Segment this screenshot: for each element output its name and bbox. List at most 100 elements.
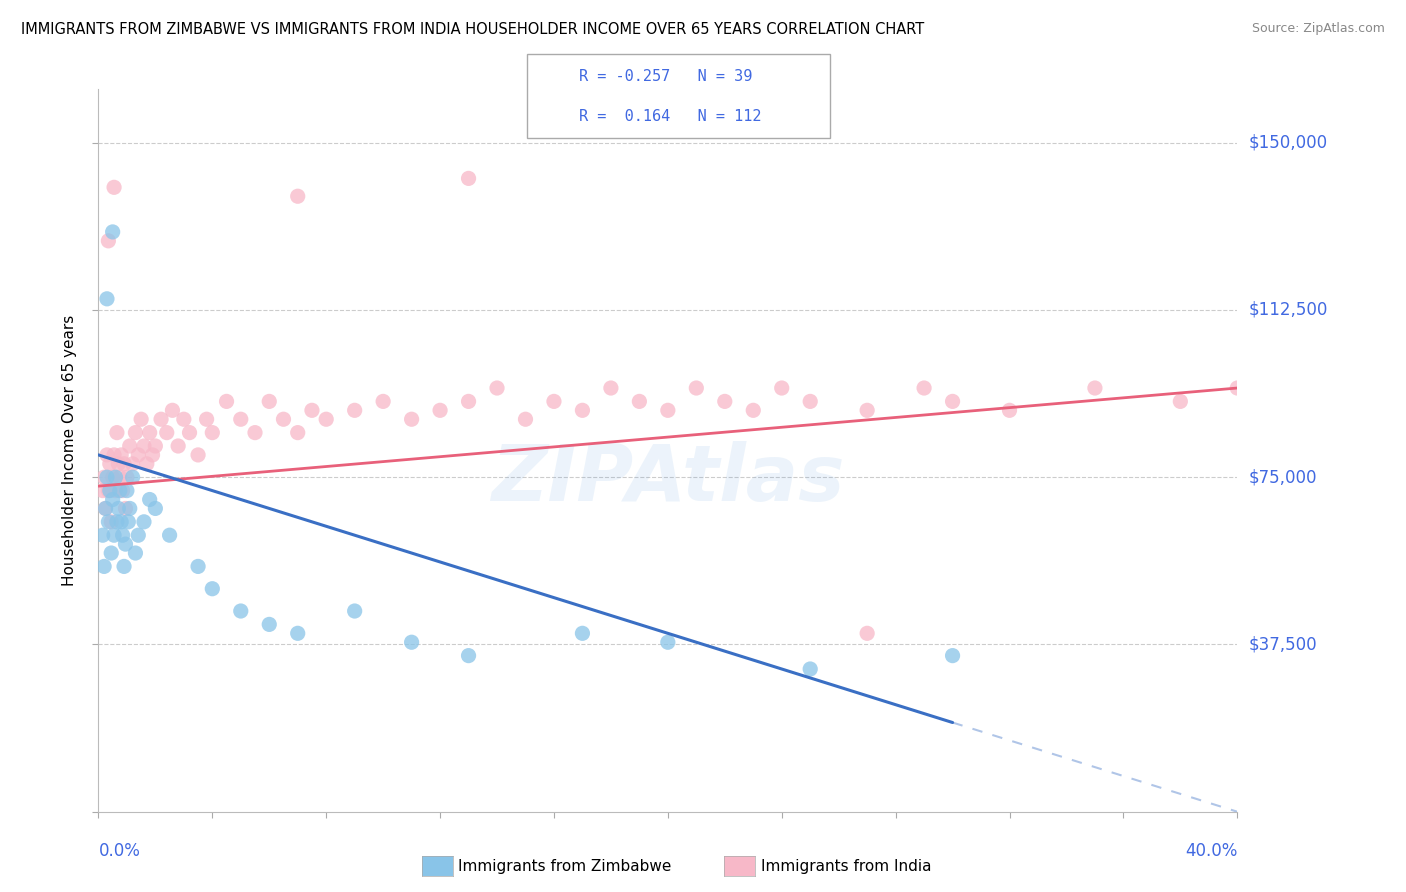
Point [457,394,479,409]
Point [799,662,821,676]
Point [315,412,337,426]
Point [107,457,129,471]
Point [259,394,281,409]
Point [100,546,122,560]
Point [162,403,184,417]
Point [571,403,593,417]
Point [401,635,423,649]
Text: $150,000: $150,000 [1249,134,1327,152]
Text: IMMIGRANTS FROM ZIMBABWE VS IMMIGRANTS FROM INDIA HOUSEHOLDER INCOME OVER 65 YEA: IMMIGRANTS FROM ZIMBABWE VS IMMIGRANTS F… [21,22,924,37]
Point [457,648,479,663]
Point [229,604,252,618]
Point [115,483,138,498]
Point [103,528,125,542]
Point [104,483,127,498]
Point [173,412,195,426]
Point [111,483,134,498]
Point [91,483,114,498]
Point [132,439,155,453]
Point [657,403,679,417]
Point [132,515,155,529]
Point [97,515,120,529]
Text: R =  0.164   N = 112: R = 0.164 N = 112 [579,109,762,124]
Point [343,604,366,618]
Point [129,412,152,426]
Text: ZIPAtlas: ZIPAtlas [491,442,845,517]
Point [770,381,793,395]
Point [273,412,295,426]
Point [156,425,179,440]
Point [107,501,129,516]
Text: Source: ZipAtlas.com: Source: ZipAtlas.com [1251,22,1385,36]
Point [457,171,479,186]
Text: R = -0.257   N = 39: R = -0.257 N = 39 [579,69,752,84]
Point [343,403,366,417]
Point [301,403,323,417]
Point [114,537,136,551]
Point [1170,394,1192,409]
Point [121,457,143,471]
Point [515,412,537,426]
Point [110,448,132,462]
Point [942,648,965,663]
Point [121,470,143,484]
Point [150,412,173,426]
Point [105,425,128,440]
Point [201,582,224,596]
Point [543,394,565,409]
Point [799,394,821,409]
Point [97,483,120,498]
Text: $37,500: $37,500 [1249,635,1317,654]
Point [94,501,117,516]
Point [259,617,281,632]
Point [998,403,1021,417]
Point [714,394,737,409]
Point [287,189,309,203]
Point [685,381,707,395]
Text: Immigrants from India: Immigrants from India [761,859,931,873]
Point [657,635,679,649]
Point [942,394,965,409]
Point [111,528,134,542]
Point [371,394,394,409]
Point [195,412,218,426]
Point [912,381,935,395]
Point [429,403,451,417]
Point [101,492,124,507]
Point [110,515,132,529]
Point [167,439,190,453]
Point [159,528,181,542]
Point [101,470,124,484]
Point [742,403,765,417]
Point [401,412,423,426]
Point [112,559,135,574]
Point [118,501,141,516]
Point [108,470,131,484]
Point [127,528,149,542]
Point [187,448,209,462]
Point [101,225,124,239]
Point [96,470,118,484]
Point [124,425,146,440]
Point [93,470,115,484]
Y-axis label: Householder Income Over 65 years: Householder Income Over 65 years [62,315,77,586]
Point [628,394,651,409]
Point [571,626,593,640]
Point [856,626,879,640]
Point [117,515,139,529]
Text: 0.0%: 0.0% [98,842,141,860]
Point [201,425,224,440]
Point [97,234,120,248]
Point [105,515,128,529]
Text: $112,500: $112,500 [1249,301,1329,319]
Point [94,501,117,516]
Point [243,425,266,440]
Point [229,412,252,426]
Point [135,457,157,471]
Point [112,457,135,471]
Point [98,483,121,498]
Point [486,381,509,395]
Point [103,180,125,194]
Point [287,626,309,640]
Text: $75,000: $75,000 [1249,468,1317,486]
